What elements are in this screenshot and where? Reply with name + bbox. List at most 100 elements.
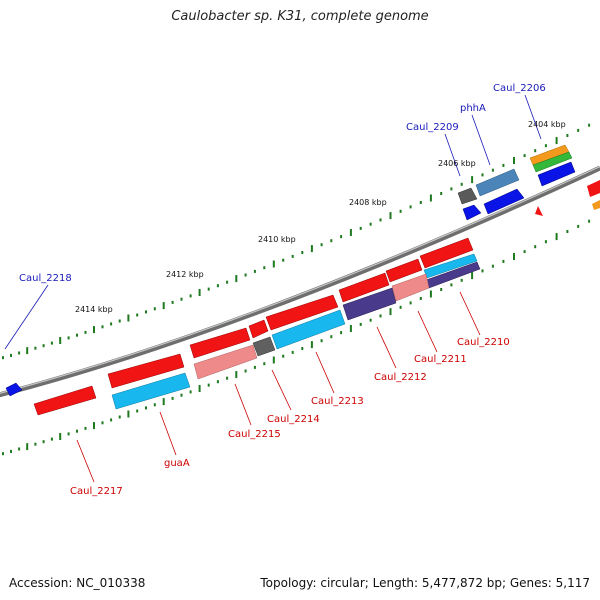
gene-label[interactable]: Caul_2206: [493, 83, 546, 94]
genome-backbone: [0, 165, 600, 398]
minor-tick: [216, 380, 219, 384]
map-title: Caulobacter sp. K31, complete genome: [171, 9, 429, 24]
minor-tick: [67, 432, 70, 436]
connector-caul-2209: [444, 133, 461, 177]
gene-caul-2211-top[interactable]: [385, 258, 423, 283]
minor-tick: [171, 396, 174, 400]
minor-tick: [244, 273, 247, 277]
gene-label[interactable]: phhA: [460, 103, 486, 114]
minor-tick: [330, 239, 333, 243]
minor-tick: [291, 350, 294, 354]
minor-tick: [440, 192, 443, 195]
minor-tick: [84, 426, 87, 430]
scale-label: 2404 kbp: [528, 120, 566, 129]
minor-tick: [460, 278, 463, 282]
gene-caul-2210-top[interactable]: [419, 237, 474, 269]
connector-caul-2212: [376, 326, 397, 369]
major-tick: [349, 325, 352, 332]
minor-tick: [10, 449, 12, 453]
minor-tick: [282, 354, 285, 358]
gene-orange-edge[interactable]: [592, 200, 600, 210]
minor-tick: [588, 219, 591, 223]
minor-tick: [263, 362, 266, 366]
minor-tick: [566, 230, 569, 233]
gene-phha[interactable]: [475, 168, 520, 197]
minor-tick: [588, 123, 591, 127]
major-tick: [198, 289, 201, 296]
minor-tick: [419, 201, 422, 204]
minor-tick: [50, 341, 53, 345]
minor-tick: [153, 307, 156, 311]
gene-blue-mid[interactable]: [483, 188, 525, 215]
minor-tick: [226, 376, 229, 380]
connector-caul-2211: [417, 310, 438, 353]
major-tick: [429, 290, 432, 298]
genome-backbone-highlight: [0, 165, 600, 394]
minor-tick: [399, 209, 402, 213]
connector-phha: [471, 114, 491, 166]
minor-tick: [153, 403, 156, 407]
gene-caul-2214[interactable]: [252, 336, 276, 357]
gene-label[interactable]: Caul_2210: [457, 337, 510, 348]
major-tick: [59, 337, 62, 344]
minor-tick: [207, 287, 210, 291]
gene-caul-2217[interactable]: [33, 385, 97, 416]
minor-tick: [544, 240, 547, 244]
gene-guaa[interactable]: [111, 372, 191, 410]
minor-tick: [118, 319, 121, 323]
major-tick: [127, 314, 130, 322]
gene-blue-right[interactable]: [537, 161, 576, 187]
minor-tick: [145, 310, 147, 314]
gene-caul-2213[interactable]: [271, 309, 346, 350]
gene-label[interactable]: guaA: [164, 458, 190, 469]
gene-caul-2215[interactable]: [193, 344, 258, 380]
scale-label: 2406 kbp: [438, 159, 476, 168]
major-tick: [162, 302, 165, 310]
gene-red-marker[interactable]: [535, 206, 543, 216]
minor-tick: [101, 325, 104, 329]
major-tick: [59, 433, 62, 440]
scale-label: 2408 kbp: [349, 198, 387, 207]
gene-caul-2213-top[interactable]: [265, 294, 339, 331]
gene-caul-2218[interactable]: [5, 382, 23, 397]
gene-label[interactable]: Caul_2213: [311, 396, 364, 407]
minor-tick: [301, 347, 304, 350]
gene-caul-2212[interactable]: [342, 287, 397, 321]
gene-label[interactable]: Caul_2211: [414, 354, 467, 365]
gene-label[interactable]: Caul_2218: [19, 273, 72, 284]
minor-tick: [409, 301, 412, 305]
major-tick: [235, 371, 238, 379]
major-tick: [162, 398, 165, 406]
major-tick: [389, 308, 392, 316]
gene-blue-small[interactable]: [462, 204, 482, 221]
gene-caul-2215-top[interactable]: [189, 327, 251, 359]
gene-caul-2206-green[interactable]: [532, 151, 573, 173]
gene-caul-2209[interactable]: [457, 187, 478, 205]
scale-label: 2414 kbp: [75, 305, 113, 314]
gene-guaa-top[interactable]: [107, 353, 185, 389]
gene-caul-2212-top[interactable]: [338, 272, 390, 303]
gene-caul-2211[interactable]: [391, 273, 430, 302]
gene-label[interactable]: Caul_2209: [406, 122, 459, 133]
minor-tick: [118, 415, 121, 419]
minor-tick: [50, 437, 53, 441]
minor-tick: [340, 331, 343, 335]
gene-label[interactable]: Caul_2217: [70, 486, 123, 497]
minor-tick: [42, 344, 45, 348]
minor-tick: [544, 144, 547, 148]
minor-tick: [253, 365, 256, 369]
minor-tick: [10, 353, 12, 357]
gene-label[interactable]: Caul_2215: [228, 429, 281, 440]
gene-caul-2214-top[interactable]: [248, 319, 269, 339]
minor-tick: [171, 300, 174, 304]
gene-label[interactable]: Caul_2214: [267, 414, 320, 425]
minor-tick: [42, 440, 45, 444]
gene-red-edge[interactable]: [587, 180, 600, 197]
minor-tick: [502, 259, 505, 263]
connector-caul-2217: [76, 439, 95, 483]
minor-tick: [369, 222, 372, 226]
gene-label[interactable]: Caul_2212: [374, 372, 427, 383]
minor-tick: [523, 154, 526, 158]
minor-tick: [340, 235, 343, 239]
minor-tick: [2, 356, 4, 360]
